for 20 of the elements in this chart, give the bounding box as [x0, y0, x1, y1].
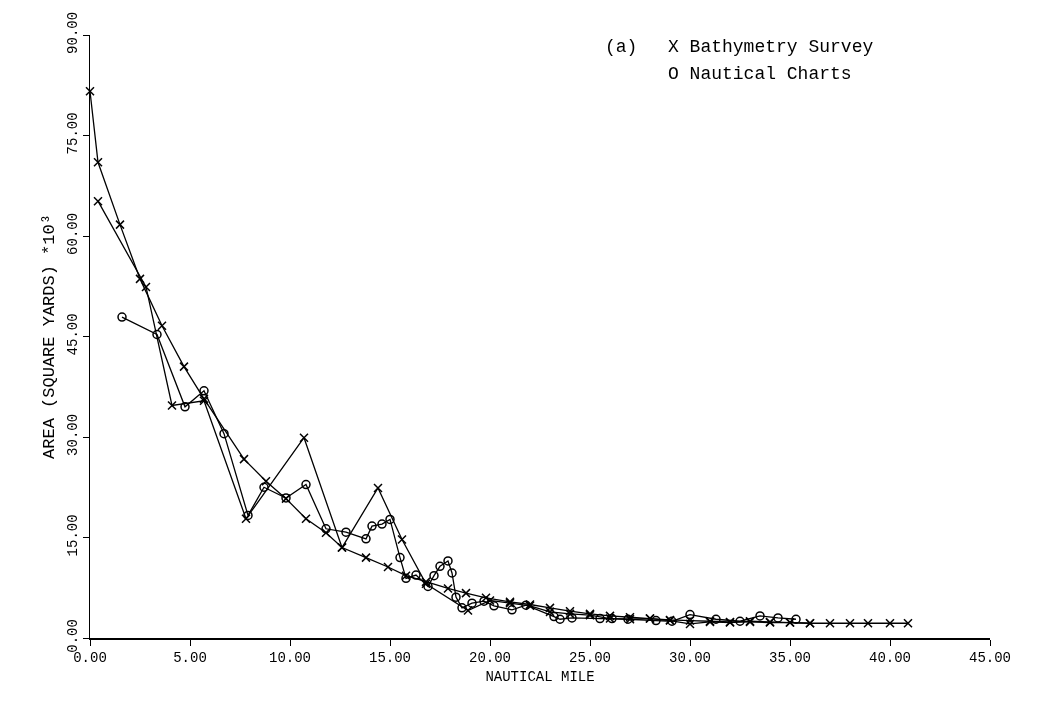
- y-tick-label: 75.00: [64, 112, 81, 155]
- y-tick-label: 45.00: [64, 313, 81, 356]
- y-tick-label: 90.00: [64, 11, 81, 54]
- y-tick-label: 60.00: [64, 212, 81, 255]
- x-tick-label: 15.00: [368, 650, 412, 667]
- x-tick-label: 30.00: [668, 650, 712, 667]
- annotation: O Nautical Charts: [668, 64, 852, 84]
- x-tick-label: 20.00: [468, 650, 512, 667]
- annotation: (a): [605, 37, 638, 57]
- x-tick-label: 45.00: [968, 650, 1012, 667]
- x-tick-label: 25.00: [568, 650, 612, 667]
- y-tick-label: 15.00: [64, 514, 81, 557]
- annotation: X Bathymetry Survey: [668, 37, 874, 57]
- y-tick-label: 30.00: [64, 413, 81, 456]
- x-tick-label: 35.00: [768, 650, 812, 667]
- x-tick-label: 5.00: [173, 650, 207, 667]
- y-axis-title: AREA (SQUARE YARDS) *10³: [39, 214, 59, 459]
- x-tick-label: 10.00: [268, 650, 312, 667]
- x-tick-label: 40.00: [868, 650, 912, 667]
- x-axis-title: NAUTICAL MILE: [485, 669, 595, 686]
